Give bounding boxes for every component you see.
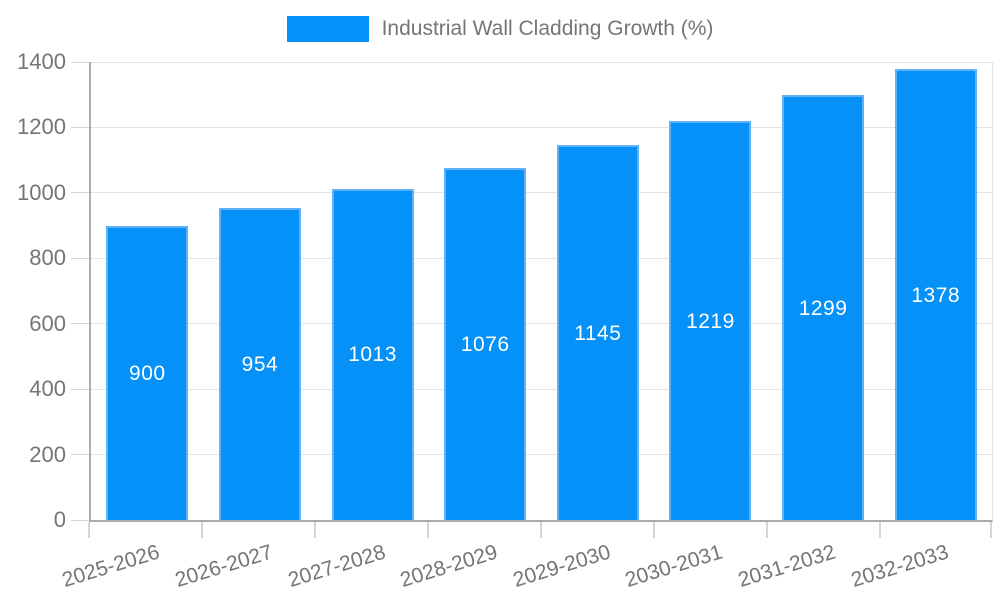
y-axis-label-1400: 1400 (17, 49, 66, 74)
legend-swatch (286, 16, 369, 42)
x-tick-mark-0 (88, 522, 90, 538)
bar-2031-2032[interactable]: 1299 (782, 95, 865, 520)
y-axis-label-0: 0 (53, 507, 66, 532)
y-tick-mark-200 (71, 454, 89, 456)
x-tick-mark-5 (653, 522, 655, 538)
bar-value-label: 1378 (911, 283, 961, 307)
x-tick-mark-4 (540, 522, 542, 538)
y-tick-mark-0 (71, 519, 89, 521)
y-axis-label-200: 200 (29, 441, 66, 467)
y-tick-mark-600 (71, 323, 89, 325)
bar-value-label: 900 (129, 361, 166, 385)
gridline-y-200 (91, 454, 992, 456)
bar-2028-2029[interactable]: 1076 (444, 167, 527, 520)
bar-2026-2027[interactable]: 954 (218, 207, 301, 520)
y-tick-mark-1000 (71, 192, 89, 194)
plot-area: 900 954 1013 1076 1145 1219 1299 1378 (89, 61, 993, 522)
gridline-y-1000 (91, 192, 992, 194)
y-tick-mark-800 (71, 257, 89, 259)
bar-2030-2031[interactable]: 1219 (669, 121, 752, 520)
bar-2029-2030[interactable]: 1145 (556, 145, 639, 520)
bar-value-label: 954 (241, 352, 279, 376)
bar-2025-2026[interactable]: 900 (106, 225, 189, 520)
bar-value-label: 1145 (574, 321, 622, 345)
bar-2032-2033[interactable]: 1378 (894, 69, 977, 520)
gridline-y-600 (91, 323, 992, 325)
bar-value-label: 1013 (348, 343, 397, 367)
y-tick-mark-1400 (71, 61, 89, 63)
x-tick-mark-1 (201, 522, 203, 538)
y-axis-label-600: 600 (29, 310, 66, 336)
x-tick-mark-2 (314, 522, 316, 538)
gridline-y-1400 (91, 61, 992, 63)
legend-label: Industrial Wall Cladding Growth (%) (381, 17, 714, 40)
gridline-y-400 (91, 388, 992, 390)
y-axis-label-1200: 1200 (17, 114, 66, 140)
bar-value-label: 1299 (798, 296, 848, 320)
y-tick-mark-1200 (71, 126, 89, 128)
x-tick-mark-7 (879, 522, 881, 538)
gridline-y-1200 (91, 126, 992, 128)
x-tick-mark-8 (990, 522, 992, 538)
y-axis-label-400: 400 (29, 376, 66, 402)
gridline-y-800 (91, 257, 992, 259)
bar-value-label: 1076 (460, 332, 510, 356)
bar-value-label: 1219 (686, 309, 735, 333)
x-tick-mark-6 (766, 522, 768, 538)
bar-2027-2028[interactable]: 1013 (331, 188, 414, 520)
y-axis-label-800: 800 (29, 245, 66, 271)
y-tick-mark-400 (71, 388, 89, 390)
x-tick-mark-3 (427, 522, 429, 538)
legend[interactable]: Industrial Wall Cladding Growth (%) (0, 16, 1000, 42)
y-axis-label-1000: 1000 (17, 179, 66, 205)
